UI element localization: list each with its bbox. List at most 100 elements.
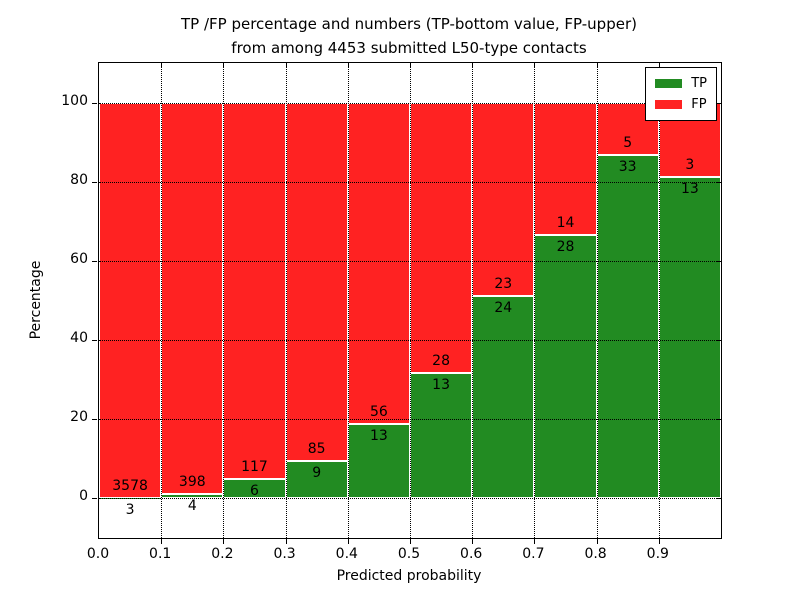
tp-count-label: 4 (187, 498, 197, 515)
legend-label-fp: FP (691, 97, 707, 112)
tp-bar-segment (472, 296, 535, 499)
y-tick-left (92, 340, 97, 342)
legend-label-tp: TP (691, 76, 707, 91)
tp-bar-segment (410, 372, 473, 499)
tp-color-swatch (655, 79, 683, 88)
fp-bar-segment (534, 102, 597, 235)
x-tick-top (658, 63, 660, 68)
tp-bar-segment (596, 154, 659, 499)
y-tick-right (716, 340, 721, 342)
x-tick-bottom (161, 539, 163, 544)
fp-count-label: 5 (623, 134, 633, 151)
fp-bar-segment (347, 102, 410, 424)
y-tick-right (716, 419, 721, 421)
y-tick-right (716, 260, 721, 262)
vertical-gridline (285, 63, 287, 538)
y-tick-label: 60 (70, 250, 88, 267)
x-tick-label: 0.7 (522, 546, 545, 562)
x-tick-top (472, 63, 474, 68)
x-tick-bottom (658, 539, 660, 544)
fp-bar-segment (285, 102, 348, 461)
tp-count-label: 13 (369, 427, 388, 444)
tp-bar-segment (534, 234, 597, 499)
y-tick-left (92, 102, 97, 104)
x-tick-bottom (285, 539, 287, 544)
tp-count-label: 24 (494, 300, 513, 317)
vertical-gridline (347, 63, 349, 538)
x-tick-label: 0.3 (273, 546, 296, 562)
horizontal-gridline (99, 419, 721, 421)
x-tick-label: 0.2 (211, 546, 234, 562)
fp-count-label: 28 (432, 352, 450, 369)
x-tick-label: 0.9 (646, 546, 669, 562)
chart-title-line2: from among 4453 submitted L50-type conta… (231, 39, 587, 57)
x-tick-label: 0.0 (86, 546, 110, 562)
y-tick-right (716, 181, 721, 183)
vertical-gridline (410, 63, 411, 538)
plot-area: TP FP 3578 3 398 4 117 6 85 9 56 13 28 13 23 24 14 28 5 3… (92, 62, 722, 544)
x-tick-top (285, 63, 287, 68)
x-tick-top (534, 63, 536, 68)
fp-bar-segment (99, 102, 162, 499)
horizontal-gridline (99, 181, 721, 183)
vertical-gridline (161, 63, 163, 538)
x-tick-top (161, 63, 163, 68)
fp-count-label: 398 (178, 474, 206, 491)
y-tick-left (92, 498, 97, 500)
tp-bar-segment (658, 176, 721, 499)
fp-count-label: 117 (241, 459, 268, 476)
legend-item-tp: TP (655, 73, 707, 94)
x-tick-label: 0.1 (149, 546, 172, 562)
x-tick-bottom (596, 539, 598, 544)
x-tick-label: 0.4 (335, 546, 358, 562)
vertical-gridline (223, 63, 225, 538)
y-tick-label: 80 (70, 171, 88, 188)
x-tick-label: 0.6 (460, 546, 483, 562)
fp-count-label: 3 (685, 156, 695, 173)
vertical-gridline (472, 63, 474, 538)
x-axis-label: Predicted probability (336, 568, 482, 584)
fp-bar-segment (223, 102, 286, 480)
fp-count-label: 14 (556, 214, 575, 231)
x-tick-bottom (534, 539, 536, 544)
fp-count-label: 56 (369, 403, 388, 420)
tp-count-label: 28 (556, 238, 575, 255)
tp-count-label: 13 (680, 180, 699, 197)
fp-count-label: 23 (494, 276, 513, 293)
y-tick-right (716, 498, 721, 500)
y-tick-label: 20 (70, 409, 88, 426)
tp-count-label: 33 (618, 158, 637, 175)
x-tick-bottom (347, 539, 349, 544)
y-tick-label: 0 (79, 488, 88, 505)
fp-bar-segment (472, 102, 535, 297)
fp-count-label: 3578 (112, 478, 148, 495)
y-axis-label: Percentage (28, 260, 44, 340)
y-tick-left (92, 181, 97, 183)
x-tick-top (223, 63, 225, 68)
y-tick-label: 100 (61, 92, 88, 109)
tp-count-label: 6 (250, 483, 259, 500)
tp-count-label: 9 (312, 464, 322, 481)
vertical-gridline (534, 63, 536, 538)
x-tick-bottom (472, 539, 474, 544)
x-tick-label: 0.8 (584, 546, 607, 562)
y-tick-left (92, 260, 97, 262)
fp-bar-segment (161, 102, 224, 495)
tp-bar-segment (285, 460, 348, 499)
y-tick-label: 40 (70, 330, 88, 347)
y-tick-left (92, 419, 97, 421)
x-tick-top (410, 63, 411, 68)
horizontal-gridline (99, 498, 721, 500)
x-tick-bottom (223, 539, 225, 544)
horizontal-gridline (99, 260, 721, 262)
fp-color-swatch (655, 100, 683, 109)
vertical-gridline (596, 63, 598, 538)
vertical-gridline (658, 63, 660, 538)
x-tick-top (596, 63, 598, 68)
legend-item-fp: FP (655, 94, 707, 115)
chart-title: TP /FP percentage and numbers (TP-bottom… (98, 12, 720, 60)
chart-title-line1: TP /FP percentage and numbers (TP-bottom… (181, 15, 637, 33)
legend: TP FP (645, 67, 717, 121)
tp-count-label: 3 (125, 502, 135, 519)
